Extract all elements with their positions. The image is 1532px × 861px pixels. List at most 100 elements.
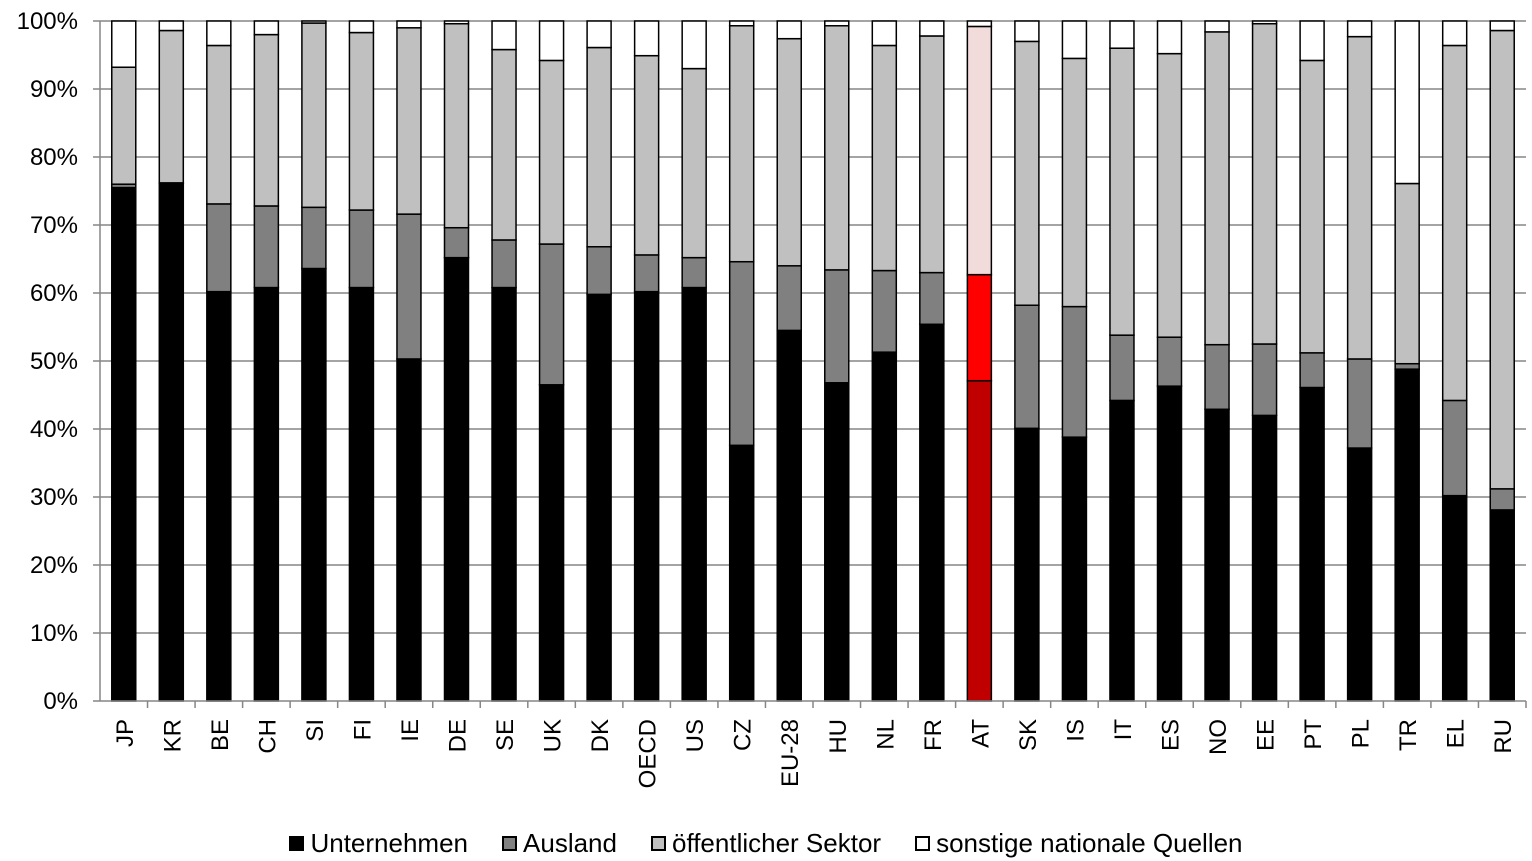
y-tick-label: 0% bbox=[43, 688, 78, 715]
legend-label-sonstige-nationale-quellen: sonstige nationale Quellen bbox=[936, 828, 1243, 858]
bar-segment-si-3 bbox=[301, 20, 327, 24]
bar-segment-nl-1 bbox=[871, 269, 898, 353]
bar-segment-at-1 bbox=[966, 273, 993, 382]
bar-segment-sk-1 bbox=[1014, 304, 1040, 430]
bar-segment-es-0 bbox=[1156, 385, 1183, 702]
bar-segment-pl-0 bbox=[1346, 447, 1373, 702]
x-tick-label-oecd: OECD bbox=[635, 719, 662, 788]
bar-segment-oecd-0 bbox=[633, 290, 660, 702]
bar-segment-fr-0 bbox=[919, 323, 945, 702]
bar-segment-el-0 bbox=[1441, 494, 1468, 702]
y-tick-label: 20% bbox=[30, 552, 78, 579]
bar-segment-cz-0 bbox=[728, 444, 755, 702]
bar-segment-uk-2 bbox=[538, 59, 565, 245]
bar-segment-pl-3 bbox=[1346, 20, 1373, 38]
bar-segment-ru-1 bbox=[1489, 488, 1515, 511]
bar-segment-ch-2 bbox=[253, 33, 280, 207]
bar-segment-be-2 bbox=[206, 44, 232, 205]
bar-segment-de-2 bbox=[443, 22, 470, 229]
y-tick-label: 70% bbox=[30, 212, 78, 239]
bar-segment-hu-1 bbox=[824, 269, 850, 384]
x-tick-label-si: SI bbox=[302, 719, 329, 742]
x-tick-label-es: ES bbox=[1158, 719, 1185, 751]
x-tick-label-it: IT bbox=[1110, 719, 1137, 741]
x-tick-label-cz: CZ bbox=[730, 719, 757, 751]
bar-segment-ru-0 bbox=[1489, 509, 1515, 702]
bar-segment-de-0 bbox=[443, 256, 470, 702]
bar-segment-dk-0 bbox=[586, 293, 612, 702]
bar-segment-is-0 bbox=[1061, 436, 1088, 702]
bar-segment-oecd-3 bbox=[633, 20, 660, 57]
bar-segment-ie-2 bbox=[396, 27, 422, 215]
bar-segment-no-2 bbox=[1204, 31, 1230, 346]
bar-segment-cz-3 bbox=[728, 20, 755, 27]
bars bbox=[111, 20, 1515, 702]
bar-segment-ch-0 bbox=[253, 286, 280, 702]
y-tick-label: 100% bbox=[17, 8, 78, 35]
bar-segment-fi-1 bbox=[348, 209, 375, 289]
bar-segment-de-3 bbox=[443, 20, 470, 25]
bar-segment-at-3 bbox=[966, 20, 993, 28]
bar-segment-oecd-2 bbox=[633, 54, 660, 256]
x-tick-label-ch: CH bbox=[254, 719, 281, 754]
bar-segment-si-1 bbox=[301, 206, 327, 270]
x-tick-label-at: AT bbox=[967, 719, 994, 748]
x-tick-label-be: BE bbox=[207, 719, 234, 751]
bar-segment-pt-0 bbox=[1299, 386, 1325, 702]
bar-segment-fi-0 bbox=[348, 286, 375, 702]
bar-segment-fr-1 bbox=[919, 271, 945, 326]
bar-segment-hu-0 bbox=[824, 382, 850, 702]
bar-segment-se-1 bbox=[491, 239, 517, 289]
bar-segment-ch-1 bbox=[253, 205, 280, 289]
bar-segment-ie-1 bbox=[396, 213, 422, 360]
bar-segment-ru-3 bbox=[1489, 20, 1515, 32]
bar-segment-ee-3 bbox=[1251, 20, 1278, 25]
bar-segment-oecd-1 bbox=[633, 254, 660, 293]
bar-segment-ie-3 bbox=[396, 20, 422, 29]
x-tick-label-fi: FI bbox=[349, 719, 376, 740]
y-tick-label: 40% bbox=[30, 416, 78, 443]
bar-segment-hu-2 bbox=[824, 25, 850, 271]
x-tick-label-pt: PT bbox=[1300, 719, 1327, 750]
bar-segment-pt-2 bbox=[1299, 59, 1325, 354]
y-tick-label: 10% bbox=[30, 620, 78, 647]
bar-segment-ee-1 bbox=[1251, 343, 1278, 417]
x-tick-label-eu-28: EU-28 bbox=[777, 719, 804, 787]
legend-swatch-oeffentlicher-sektor bbox=[650, 836, 666, 851]
bar-segment-se-0 bbox=[491, 286, 517, 702]
bar-segment-tr-2 bbox=[1394, 182, 1420, 365]
bar-segment-be-3 bbox=[206, 20, 232, 47]
x-tick-label-dk: DK bbox=[587, 719, 614, 752]
x-tick-label-is: IS bbox=[1062, 719, 1089, 742]
bar-segment-at-0 bbox=[966, 379, 993, 702]
legend-label-ausland: Ausland bbox=[523, 828, 617, 858]
x-tick-label-nl: NL bbox=[872, 719, 899, 750]
bar-segment-uk-0 bbox=[538, 384, 565, 702]
bar-segment-eu-28-0 bbox=[776, 329, 802, 702]
bar-segment-it-3 bbox=[1109, 20, 1135, 49]
bar-segment-el-3 bbox=[1441, 20, 1468, 47]
bar-segment-dk-3 bbox=[586, 20, 612, 49]
bar-segment-pt-3 bbox=[1299, 20, 1325, 62]
x-tick-label-hu: HU bbox=[825, 719, 852, 754]
legend-swatch-sonstige-nationale-quellen bbox=[915, 836, 931, 851]
bar-segment-it-0 bbox=[1109, 399, 1135, 702]
bar-segment-is-3 bbox=[1061, 20, 1088, 60]
bar-segment-is-2 bbox=[1061, 57, 1088, 308]
legend-label-oeffentlicher-sektor: öffentlicher Sektor bbox=[671, 828, 882, 858]
x-tick-label-jp: JP bbox=[112, 719, 139, 747]
bar-segment-nl-0 bbox=[871, 351, 898, 702]
bar-segment-tr-1 bbox=[1394, 362, 1420, 370]
legend-swatch-unternehmen bbox=[289, 836, 305, 851]
bar-segment-fi-2 bbox=[348, 31, 375, 211]
bar-segment-kr-3 bbox=[158, 20, 185, 32]
y-tick-label: 50% bbox=[30, 348, 78, 375]
bar-segment-fi-3 bbox=[348, 20, 375, 34]
bar-segment-ch-3 bbox=[253, 20, 280, 36]
bar-segment-es-2 bbox=[1156, 52, 1183, 338]
legend-label-unternehmen: Unternehmen bbox=[310, 828, 469, 858]
legend-item-sonstige-nationale-quellen: sonstige nationale Quellen bbox=[915, 828, 1243, 859]
bar-segment-us-2 bbox=[681, 67, 707, 259]
bar-segment-de-1 bbox=[443, 226, 470, 259]
bar-segment-us-1 bbox=[681, 256, 707, 289]
